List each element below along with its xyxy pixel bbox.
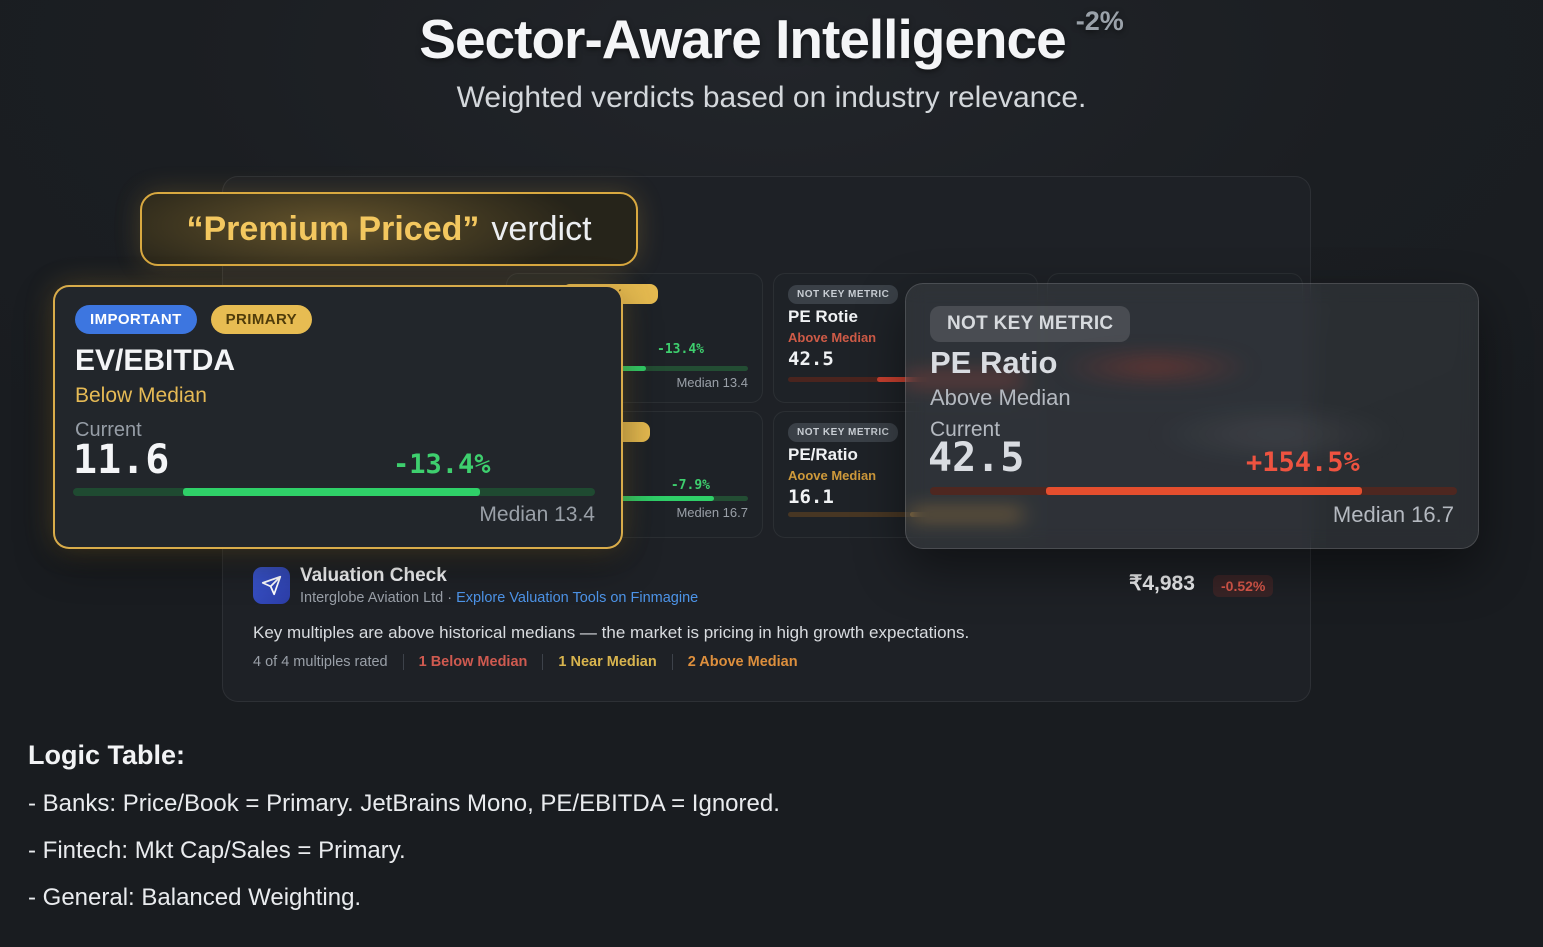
metric-value: 42.5	[788, 348, 834, 370]
metric-value: 16.1	[788, 486, 834, 508]
median-label: Median 16.7	[1332, 502, 1454, 527]
current-label: Current	[930, 418, 1001, 441]
important-badge: IMPORTANT	[75, 305, 197, 334]
verdict-summary: Key multiples are above historical media…	[253, 623, 970, 642]
metric-title: PE Rotie	[788, 307, 858, 326]
median-label: Medien 16.7	[676, 505, 748, 520]
metric-status: Above Median	[930, 385, 1071, 410]
logic-table: Logic Table: - Banks: Price/Book = Prima…	[28, 740, 780, 912]
multiples-stats-row: 4 of 4 multiples rated 1 Below Median 1 …	[253, 654, 798, 670]
blur-smudge	[1056, 352, 1256, 382]
paper-plane-icon	[261, 575, 282, 596]
verdict-highlight: “Premium Priced”	[186, 209, 480, 248]
page-subtitle: Weighted verdicts based on industry rele…	[456, 81, 1087, 114]
company-name: Interglobe Aviation Ltd	[300, 590, 444, 606]
logic-table-heading: Logic Table:	[28, 740, 186, 770]
change-value: -13.4%	[393, 449, 491, 480]
change-value: -13.4%	[657, 342, 704, 357]
not-key-metric-badge: NOT KEY METRIC	[788, 423, 899, 442]
verdict-rest: verdict	[491, 209, 592, 248]
header: Sector-Aware Intelligence -2% Weighted ve…	[0, 0, 1543, 115]
median-label: Median 13.4	[479, 503, 595, 526]
current-value: 42.5	[928, 435, 1025, 481]
logic-rule-fintech: - Fintech: Mkt Cap/Sales = Primary.	[28, 837, 406, 864]
price-change-badge: -0.52%	[1213, 575, 1274, 597]
current-value: 11.6	[73, 437, 170, 483]
divider	[402, 654, 404, 670]
above-median-count: 2 Above Median	[687, 654, 798, 670]
divider	[542, 654, 544, 670]
median-bar	[930, 487, 1457, 495]
median-bar	[73, 488, 595, 496]
divider	[671, 654, 673, 670]
stock-price: ₹4,983	[1129, 572, 1195, 595]
near-median-count: 1 Near Median	[558, 654, 657, 670]
explore-tools-link[interactable]: Explore Valuation Tools on Finmagine	[456, 590, 699, 606]
below-median-count: 1 Below Median	[418, 654, 528, 670]
page-title: Sector-Aware Intelligence -2%	[419, 6, 1124, 70]
rated-count: 4 of 4 multiples rated	[253, 654, 388, 670]
current-label: Current	[75, 419, 142, 441]
metric-title: EV/EBITDA	[75, 344, 236, 377]
metric-title: PE/Ratio	[788, 445, 858, 464]
primary-badge: PRIMARY	[210, 305, 313, 334]
valuation-subtitle: Interglobe Aviation Ltd · Explore Valuat…	[300, 590, 699, 606]
logic-rule-general: - General: Balanced Weighting.	[28, 884, 362, 911]
ev-ebitda-focus-card[interactable]: IMPORTANT PRIMARY EV/EBITDA Below Median…	[55, 287, 621, 547]
change-value: -7.9%	[670, 478, 710, 493]
metric-status: Above Median	[788, 330, 877, 345]
metric-status: Below Median	[75, 384, 207, 407]
pe-ratio-overlay-card[interactable]: NOT KEY METRIC PE Ratio Above Median Cur…	[905, 283, 1479, 549]
not-key-metric-badge: NOT KEY METRIC	[788, 285, 899, 304]
not-key-metric-badge: NOT KEY METRIC	[930, 306, 1131, 342]
valuation-title: Valuation Check	[300, 565, 447, 586]
verdict-callout: “Premium Priced” verdict	[140, 192, 638, 266]
metric-status: Aoove Median	[788, 468, 877, 483]
valuation-app-icon	[253, 567, 290, 604]
change-value: +154.5%	[1246, 447, 1360, 478]
metric-title: PE Ratio	[930, 345, 1058, 380]
logic-rule-banks: - Banks: Price/Book = Primary. JetBrains…	[28, 790, 780, 817]
median-label: Median 13.4	[676, 375, 748, 390]
badge-row: IMPORTANT PRIMARY	[75, 305, 313, 334]
title-superscript: -2%	[1075, 6, 1124, 36]
